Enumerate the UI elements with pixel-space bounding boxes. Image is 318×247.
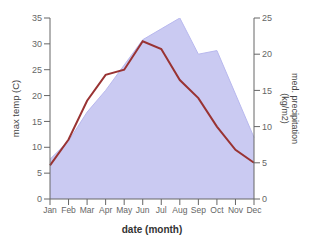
svg-text:Dec: Dec <box>246 205 262 215</box>
svg-text:5: 5 <box>262 158 267 168</box>
svg-text:Nov: Nov <box>228 205 244 215</box>
svg-text:Feb: Feb <box>61 205 76 215</box>
svg-text:25: 25 <box>262 13 272 23</box>
svg-text:20: 20 <box>262 49 272 59</box>
svg-text:Mar: Mar <box>80 205 95 215</box>
svg-text:15: 15 <box>32 117 42 127</box>
svg-text:Oct: Oct <box>210 205 224 215</box>
svg-text:0: 0 <box>37 194 42 204</box>
svg-text:0: 0 <box>262 194 267 204</box>
svg-text:Aug: Aug <box>172 205 187 215</box>
svg-text:10: 10 <box>32 142 42 152</box>
svg-text:Jul: Jul <box>156 205 167 215</box>
svg-text:35: 35 <box>32 13 42 23</box>
svg-text:30: 30 <box>32 39 42 49</box>
svg-text:Apr: Apr <box>99 205 112 215</box>
svg-text:25: 25 <box>32 65 42 75</box>
svg-text:max temp (C): max temp (C) <box>10 80 21 138</box>
svg-text:May: May <box>116 205 133 215</box>
svg-text:Jan: Jan <box>43 205 57 215</box>
svg-text:10: 10 <box>262 122 272 132</box>
svg-text:20: 20 <box>32 91 42 101</box>
svg-text:5: 5 <box>37 168 42 178</box>
svg-text:Sep: Sep <box>191 205 206 215</box>
svg-text:Jun: Jun <box>136 205 150 215</box>
svg-text:med. precipitation(kg/m2): med. precipitation(kg/m2) <box>280 73 300 144</box>
svg-text:15: 15 <box>262 86 272 96</box>
svg-text:date (month): date (month) <box>122 224 183 235</box>
